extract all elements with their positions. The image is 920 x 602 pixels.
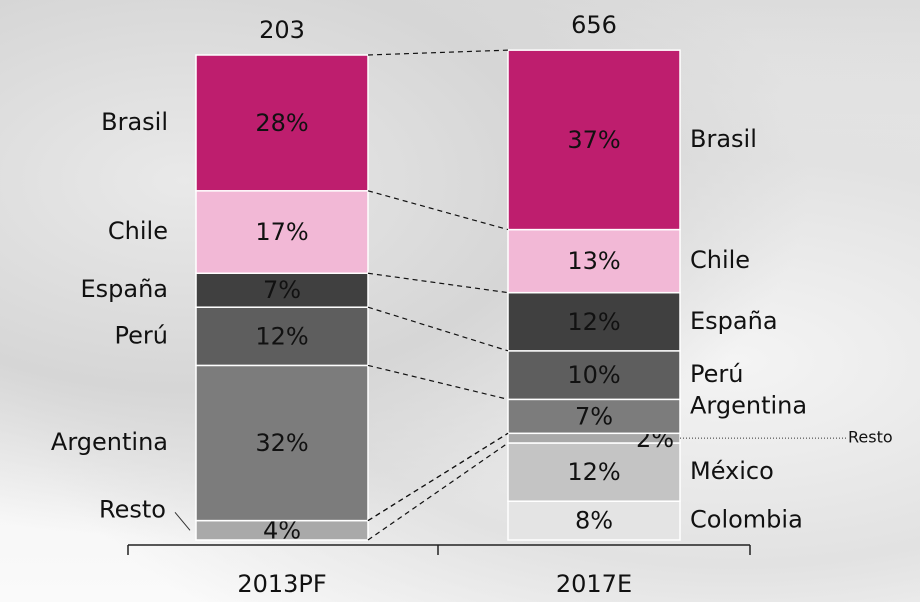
- series-label: España: [80, 275, 168, 303]
- value-label: 10%: [567, 361, 620, 389]
- bar-segment: [507, 291, 681, 352]
- series-label: Resto: [99, 495, 166, 523]
- connector: [367, 49, 509, 56]
- value-label: 17%: [255, 218, 308, 246]
- value-label: 12%: [567, 308, 620, 336]
- connector: [367, 272, 509, 294]
- series-label: Perú: [115, 321, 168, 349]
- series-label: Chile: [108, 217, 168, 245]
- bar-segment: [507, 500, 681, 541]
- series-label: Brasil: [690, 125, 757, 153]
- series-label: Resto: [848, 428, 893, 447]
- bar-segment: [507, 228, 681, 294]
- x-tick-label: 2017E: [556, 570, 632, 598]
- value-label: 13%: [567, 247, 620, 275]
- series-label: México: [690, 457, 774, 485]
- leader-line: [174, 511, 191, 531]
- connector: [367, 432, 509, 522]
- connector: [367, 306, 509, 352]
- series-label: Brasil: [101, 108, 168, 136]
- bar-segment: [507, 350, 681, 401]
- value-label: 37%: [567, 126, 620, 154]
- value-label: 12%: [567, 458, 620, 486]
- value-label: 7%: [575, 402, 613, 430]
- series-label: España: [690, 307, 778, 335]
- bar-total: 203: [259, 16, 305, 44]
- series-label: Perú: [690, 360, 743, 388]
- value-label: 12%: [255, 322, 308, 350]
- bar-segment: [195, 306, 369, 367]
- value-label: 28%: [255, 109, 308, 137]
- bar-segment: [195, 190, 369, 274]
- series-label: Colombia: [690, 506, 803, 534]
- bar-segment: [195, 272, 369, 308]
- connector: [367, 190, 509, 231]
- value-label: 8%: [575, 507, 613, 535]
- series-label: Argentina: [51, 428, 168, 456]
- bar-segment: [195, 54, 369, 192]
- series-label: Chile: [690, 246, 750, 274]
- x-tick-label: 2013PF: [237, 570, 326, 598]
- connector: [367, 442, 509, 541]
- bar-segment: [507, 49, 681, 231]
- bar-segment: [507, 442, 681, 502]
- value-label: 32%: [255, 429, 308, 457]
- bar-total: 656: [571, 11, 617, 39]
- series-label: Argentina: [690, 391, 807, 419]
- connector: [367, 364, 509, 400]
- value-label: 7%: [263, 276, 301, 304]
